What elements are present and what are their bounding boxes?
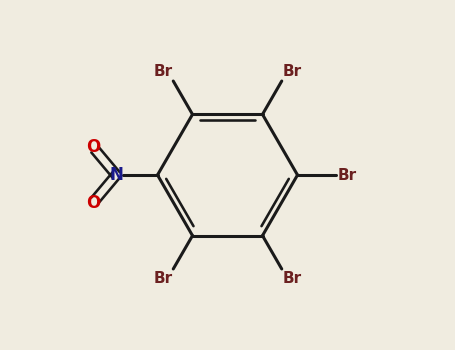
Text: Br: Br	[283, 64, 302, 79]
Text: Br: Br	[338, 168, 357, 182]
Text: Br: Br	[153, 64, 172, 79]
Text: O: O	[86, 138, 100, 156]
Text: N: N	[109, 166, 123, 184]
Text: O: O	[86, 194, 100, 212]
Text: Br: Br	[153, 271, 172, 286]
Text: Br: Br	[283, 271, 302, 286]
